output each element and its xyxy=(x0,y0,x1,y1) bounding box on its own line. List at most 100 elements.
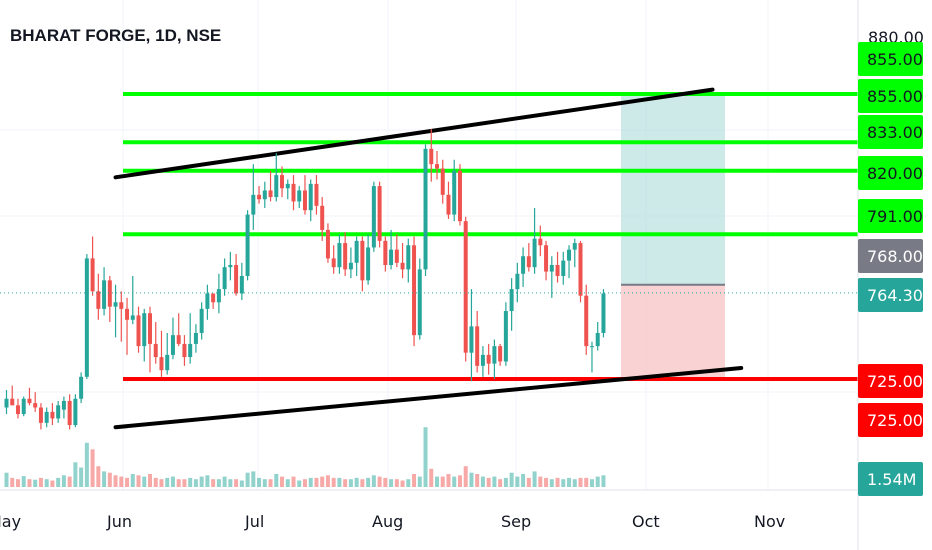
volume-bar xyxy=(33,479,38,487)
candle-body xyxy=(343,243,348,270)
candles xyxy=(4,129,606,430)
candle-body xyxy=(228,265,233,268)
candle-body xyxy=(38,407,43,423)
candle xyxy=(394,234,399,268)
volume-label[interactable]: 1.54M xyxy=(858,462,923,496)
price-label-833[interactable]: 833.00 xyxy=(858,115,923,149)
price-axis-labels[interactable]: 855.00 855.00 833.00 820.00 791.00 768.00 764.… xyxy=(858,42,923,496)
volume-bar xyxy=(56,477,61,487)
grid-lines xyxy=(0,0,858,490)
candle-body xyxy=(314,183,319,206)
volume-bar xyxy=(125,477,130,487)
price-label-entry[interactable]: 768.00 xyxy=(858,239,923,273)
candle xyxy=(228,251,233,281)
volume-bar xyxy=(308,477,313,487)
price-label-855-b[interactable]: 855.00 xyxy=(858,79,923,113)
candle xyxy=(549,256,554,298)
candle xyxy=(343,232,348,276)
candle-body xyxy=(50,411,55,419)
volume-bar xyxy=(79,467,84,487)
price-label-725-a[interactable]: 725.00 xyxy=(858,364,923,398)
candle xyxy=(526,243,531,272)
candle-body xyxy=(429,148,434,165)
volume-bar xyxy=(188,477,193,487)
volume-bar xyxy=(544,477,549,487)
volume-bar xyxy=(377,476,382,487)
price-label-791[interactable]: 791.00 xyxy=(858,199,923,233)
candle xyxy=(578,240,583,303)
candle-body xyxy=(412,245,417,336)
candle-body xyxy=(394,249,399,263)
candle xyxy=(457,164,462,226)
volume-bar xyxy=(561,479,566,487)
candle-body xyxy=(15,405,20,415)
volume-bar xyxy=(371,475,376,487)
time-label-oct: Oct xyxy=(632,512,660,531)
volume-bar xyxy=(73,462,78,487)
candle xyxy=(50,403,55,426)
candle xyxy=(371,181,376,252)
price-label-725-b[interactable]: 725.00 xyxy=(858,403,923,437)
candle xyxy=(601,289,606,338)
volume-bar xyxy=(96,466,101,487)
price-label-725-b-text: 725.00 xyxy=(867,411,923,430)
candle-body xyxy=(142,313,147,347)
candle-body xyxy=(84,258,89,377)
price-label-last[interactable]: 764.30 xyxy=(858,278,923,312)
candle xyxy=(15,398,20,419)
trend-lines[interactable] xyxy=(113,87,744,430)
candle-body xyxy=(572,243,577,250)
volume-bar xyxy=(285,479,290,487)
volume-bar xyxy=(153,477,158,487)
horizontal-levels[interactable] xyxy=(123,92,858,381)
volume-bar xyxy=(383,477,388,487)
trend-line-upper-channel[interactable] xyxy=(113,87,715,180)
candle-body xyxy=(119,302,124,309)
candle xyxy=(79,372,84,404)
volume-bar xyxy=(337,477,342,487)
candle-body xyxy=(90,258,95,292)
volume-bar xyxy=(165,477,170,487)
price-label-855-a[interactable]: 855.00 xyxy=(858,42,923,76)
candle xyxy=(159,330,164,377)
candle-body xyxy=(389,249,394,265)
candle-body xyxy=(102,280,107,309)
price-label-entry-text: 768.00 xyxy=(867,247,923,266)
volume-label-text: 1.54M xyxy=(867,470,916,489)
volume-bar xyxy=(245,472,250,487)
candle xyxy=(331,245,336,274)
candle xyxy=(377,181,382,248)
candle xyxy=(325,223,330,263)
time-label-nov: Nov xyxy=(754,512,785,531)
candle xyxy=(521,247,526,287)
trend-line-lower-channel[interactable] xyxy=(113,366,744,430)
price-label-820-text: 820.00 xyxy=(867,164,923,183)
volume-bar xyxy=(84,442,89,487)
candle xyxy=(216,273,221,314)
price-label-833-text: 833.00 xyxy=(867,123,923,142)
volume-bar xyxy=(406,479,411,487)
chart-title: BHARAT FORGE, 1D, NSE xyxy=(10,26,222,45)
candle xyxy=(486,343,491,375)
candle-body xyxy=(148,313,152,344)
volume-bar xyxy=(142,476,147,487)
candle xyxy=(406,238,411,283)
candle-body xyxy=(285,183,290,189)
price-label-820[interactable]: 820.00 xyxy=(858,156,923,190)
candle-body xyxy=(182,343,187,358)
volume-bar xyxy=(257,477,262,487)
candle-body xyxy=(56,405,61,419)
price-label-855-a-bg xyxy=(858,42,923,76)
candle-body xyxy=(480,354,485,366)
volume-bar xyxy=(234,479,239,487)
volume-bar xyxy=(320,476,325,487)
volume-bar xyxy=(429,468,434,487)
candle-body xyxy=(544,245,549,272)
candle xyxy=(251,164,256,230)
time-axis-labels: May Jun Jul Aug Sep Oct Nov xyxy=(0,512,785,531)
candle-body xyxy=(400,262,405,270)
candle-body xyxy=(521,256,526,274)
candle-body xyxy=(205,293,210,309)
